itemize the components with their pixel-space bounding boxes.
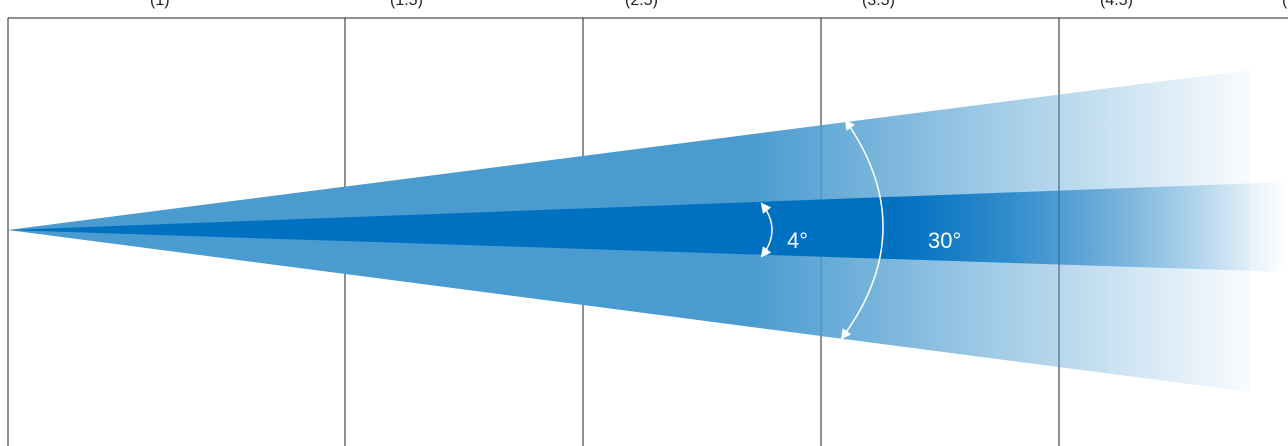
top-label: (4.5) xyxy=(1100,0,1133,9)
wide-angle-label: 30° xyxy=(928,228,961,253)
top-labels: (1) (1.5) (2.5) (3.5) (4.5) ( xyxy=(150,0,1288,9)
narrow-beam xyxy=(8,182,1288,272)
top-label: ( xyxy=(1282,0,1288,9)
top-label: (3.5) xyxy=(862,0,895,9)
top-label: (1.5) xyxy=(390,0,423,9)
narrow-angle-arc xyxy=(760,202,773,258)
narrow-angle-label: 4° xyxy=(787,228,808,253)
wide-angle-arc xyxy=(840,119,884,340)
top-label: (1) xyxy=(150,0,170,9)
top-label: (2.5) xyxy=(625,0,658,9)
